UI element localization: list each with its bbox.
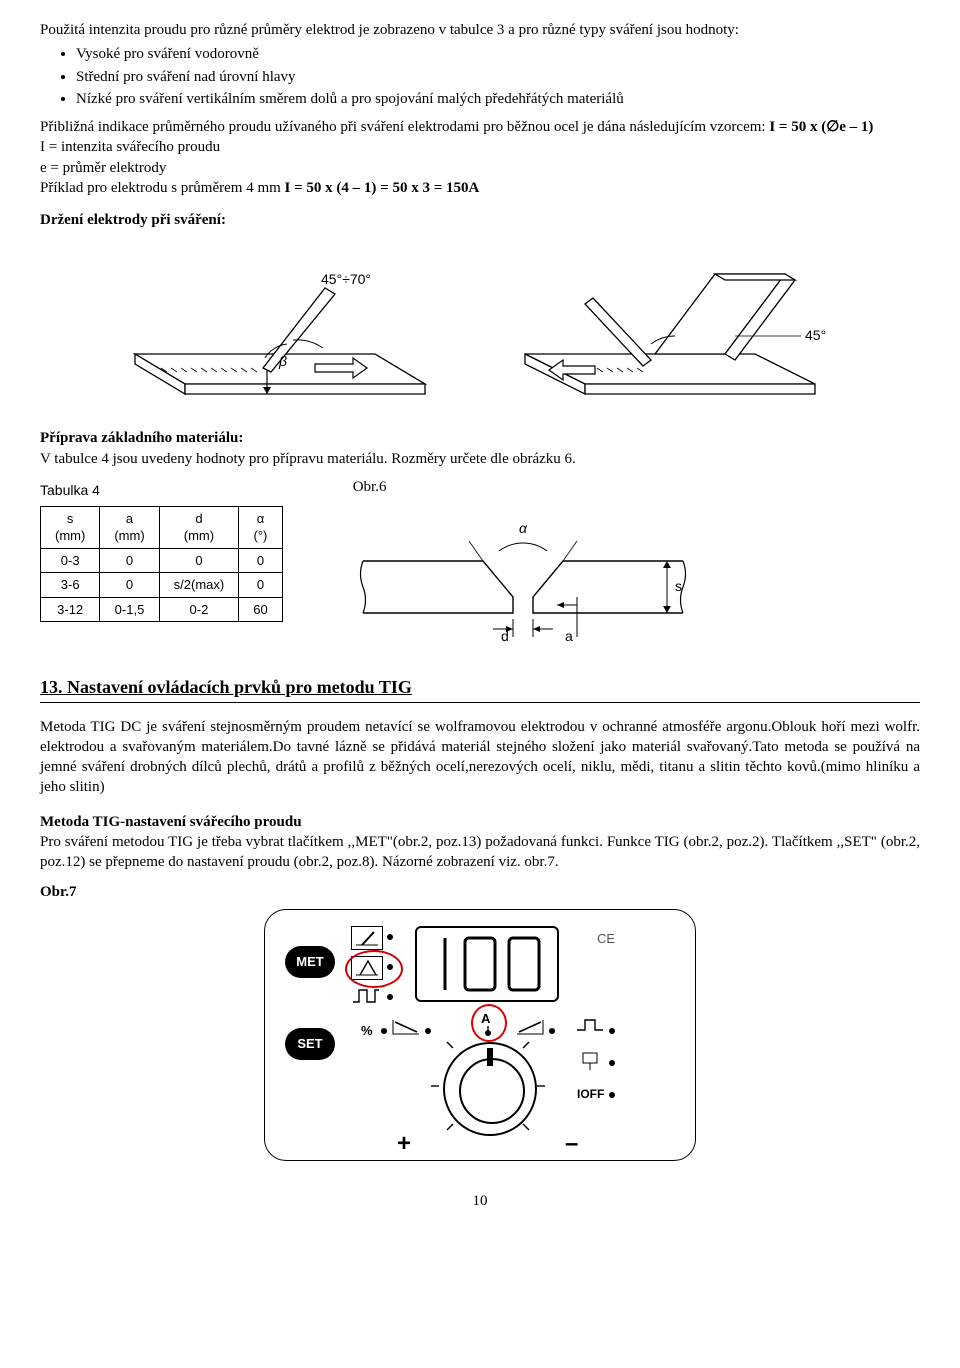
slope-up-icon [515, 1016, 545, 1038]
page-number: 10 [40, 1191, 920, 1211]
obr6-block: Obr.6 α s d [353, 477, 693, 648]
led-dot [609, 1060, 615, 1066]
angle-flat-label: 45°÷70° [321, 271, 371, 287]
table4: s(mm) a(mm) d(mm) α(°) 0-3000 3-60s/2(ma… [40, 506, 283, 623]
table-row: 3-60s/2(max)0 [41, 573, 283, 598]
a-label: a [565, 628, 573, 641]
led-dot [381, 1028, 387, 1034]
intensity-bullets: Vysoké pro sváření vodorovně Střední pro… [40, 44, 920, 109]
obr7-caption: Obr.7 [40, 882, 920, 902]
alpha-label: α [519, 520, 528, 536]
list-item: Střední pro sváření nad úrovní hlavy [76, 67, 920, 87]
list-item: Nízké pro sváření vertikálním směrem dol… [76, 89, 920, 109]
control-panel: MET SET CE % A [264, 909, 696, 1161]
slope-down-icon [391, 1016, 421, 1038]
led-dot [387, 934, 393, 940]
balance-icon [575, 1016, 605, 1038]
led-dot [425, 1028, 431, 1034]
example-pre: Příklad pro elektrodu s průměrem 4 mm [40, 180, 285, 196]
postflow-icon [575, 1050, 605, 1072]
d-label: d [501, 628, 509, 641]
table4-caption: Tabulka 4 [40, 481, 283, 500]
pulse-mode-icon [351, 986, 381, 1008]
set-button[interactable]: SET [285, 1028, 335, 1060]
flat-weld-diagram: 45°÷70° β [115, 244, 445, 404]
formula-block: Přibližná indikace průměrného proudu uží… [40, 117, 920, 198]
list-item: Vysoké pro sváření vodorovně [76, 44, 920, 64]
angle-fillet-label: 45° [805, 327, 826, 343]
met-button[interactable]: MET [285, 946, 335, 978]
prep-text: V tabulce 4 jsou uvedeny hodnoty pro pří… [40, 449, 920, 469]
mma-mode-icon [351, 926, 383, 950]
led-dot [609, 1092, 615, 1098]
tig-set-title: Metoda TIG-nastavení svářecího proudu [40, 812, 920, 832]
percent-label: % [361, 1022, 373, 1040]
table-row: 0-3000 [41, 548, 283, 573]
fillet-weld-diagram: 45° [505, 244, 845, 404]
tig-set-para: Pro sváření metodou TIG je třeba vybrat … [40, 832, 920, 873]
minus-label: – [565, 1128, 578, 1160]
i-desc: I = intenzita svářecího proudu [40, 139, 220, 155]
section-13-para: Metoda TIG DC je sváření stejnosměrným p… [40, 717, 920, 798]
electrode-holding-figures: 45°÷70° β 45° [40, 244, 920, 404]
plus-label: + [397, 1128, 411, 1160]
led-dot [387, 994, 393, 1000]
s-label: s [675, 578, 682, 594]
ioff-label: IOFF [577, 1086, 604, 1102]
obr6-caption: Obr.6 [353, 477, 693, 497]
intro-text: Použitá intenzita proudu pro různé průmě… [40, 20, 920, 40]
holding-title: Držení elektrody při sváření: [40, 210, 920, 230]
indication-text: Přibližná indikace průměrného proudu uží… [40, 119, 769, 135]
beta-label: β [278, 353, 287, 369]
e-desc: e = průměr elektrody [40, 160, 166, 176]
red-highlight-amp [471, 1004, 507, 1042]
formula: I = 50 x (∅e – 1) [769, 119, 873, 135]
groove-diagram: α s d a [353, 501, 693, 641]
prep-title: Příprava základního materiálu: [40, 428, 920, 448]
led-dot [549, 1028, 555, 1034]
red-highlight-mode [345, 950, 403, 988]
section-divider [40, 702, 920, 703]
section-13-title: 13. Nastavení ovládacích prvků pro metod… [40, 675, 920, 699]
example-formula: I = 50 x (4 – 1) = 50 x 3 = 150A [285, 180, 480, 196]
ce-mark: CE [597, 930, 615, 948]
adjust-knob[interactable] [443, 1042, 537, 1136]
table-row: 3-120-1,50-260 [41, 597, 283, 622]
led-dot [609, 1028, 615, 1034]
lcd-display [415, 926, 559, 1002]
table4-block: Tabulka 4 s(mm) a(mm) d(mm) α(°) 0-3000 … [40, 477, 283, 623]
